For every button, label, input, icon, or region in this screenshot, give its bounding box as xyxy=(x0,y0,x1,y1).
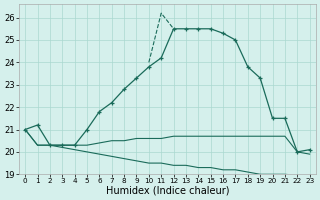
X-axis label: Humidex (Indice chaleur): Humidex (Indice chaleur) xyxy=(106,186,229,196)
